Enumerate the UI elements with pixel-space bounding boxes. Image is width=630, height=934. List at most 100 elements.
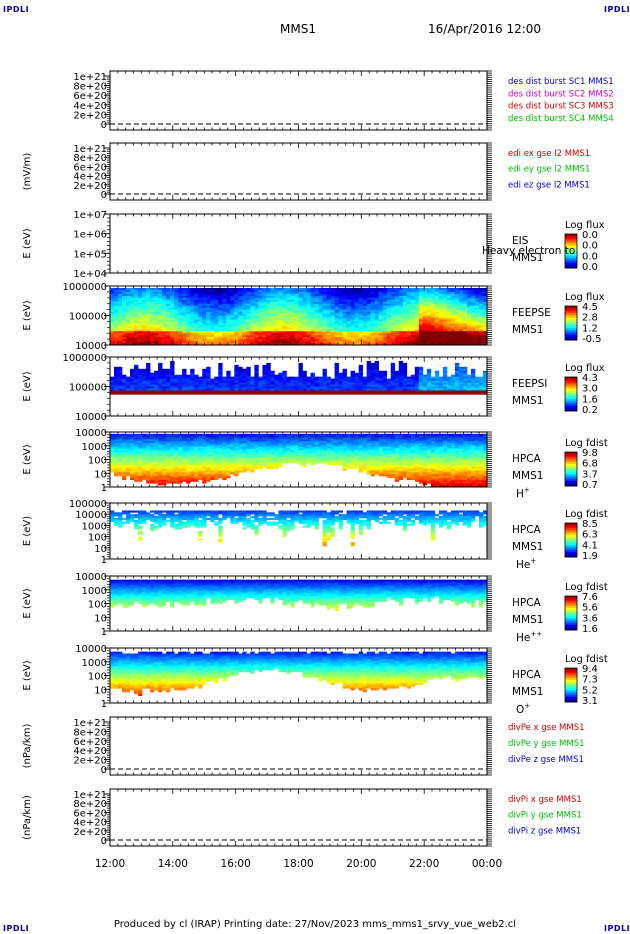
spectrogram-cell bbox=[238, 329, 243, 332]
spectrogram-cell bbox=[254, 378, 259, 381]
spectrogram-cell bbox=[206, 392, 211, 395]
spectrogram-cell bbox=[326, 307, 331, 310]
spectrogram-cell bbox=[118, 463, 123, 466]
spectrogram-cell bbox=[222, 386, 227, 389]
spectrogram-cell bbox=[158, 289, 163, 293]
spectrogram-cell bbox=[190, 303, 195, 306]
spectrogram-cell bbox=[126, 433, 131, 436]
spectrogram-cell bbox=[426, 329, 432, 332]
spectrogram-cell bbox=[378, 376, 384, 379]
spectrogram-cell bbox=[126, 435, 131, 438]
spectrogram-cell bbox=[222, 309, 227, 312]
spectrogram-cell bbox=[310, 295, 315, 299]
spectrogram-cell bbox=[482, 388, 488, 391]
spectrogram-cell bbox=[210, 311, 215, 314]
spectrogram-cell bbox=[430, 380, 436, 383]
spectrogram-cell bbox=[278, 313, 283, 316]
spectrogram-cell bbox=[266, 380, 271, 383]
spectrogram-cell bbox=[378, 339, 384, 342]
spectrogram-cell bbox=[190, 343, 195, 346]
spectrogram-cell bbox=[226, 313, 231, 316]
spectrogram-cell bbox=[158, 362, 163, 366]
spectrogram-cell bbox=[282, 374, 287, 377]
spectrogram-cell bbox=[178, 303, 183, 306]
spectrogram-cell bbox=[206, 327, 211, 330]
spectrogram-cell bbox=[342, 305, 347, 308]
spectrogram-cell bbox=[138, 455, 143, 458]
spectrogram-cell bbox=[442, 333, 448, 336]
spectrogram-cell bbox=[394, 303, 400, 306]
spectrogram-cell bbox=[442, 343, 448, 346]
spectrogram-cell bbox=[150, 465, 155, 468]
spectrogram-cell bbox=[238, 339, 243, 342]
spectrogram-cell bbox=[442, 311, 448, 314]
spectrogram-cell bbox=[302, 386, 307, 389]
spectrogram-cell bbox=[142, 448, 147, 451]
spectrogram-cell bbox=[446, 390, 452, 393]
spectrogram-cell bbox=[386, 337, 392, 340]
spectrogram-cell bbox=[150, 439, 155, 442]
spectrogram-cell bbox=[266, 384, 271, 387]
spectrogram-cell bbox=[290, 311, 295, 314]
spectrogram-cell bbox=[242, 368, 247, 372]
spectrogram-cell bbox=[242, 370, 247, 374]
spectrogram-cell bbox=[330, 341, 335, 344]
spectrogram-cell bbox=[442, 376, 448, 379]
spectrogram-cell bbox=[474, 339, 480, 342]
spectrogram-cell bbox=[350, 297, 355, 301]
spectrogram-cell bbox=[150, 446, 155, 449]
spectrogram-cell bbox=[154, 307, 159, 310]
spectrogram-cell bbox=[282, 335, 287, 338]
spectrogram-cell bbox=[338, 303, 343, 306]
spectrogram-cell bbox=[202, 337, 207, 340]
spectrogram-cell bbox=[346, 327, 351, 330]
spectrogram-cell bbox=[122, 465, 127, 468]
spectrogram-cell bbox=[318, 325, 323, 328]
spectrogram-cell bbox=[182, 372, 187, 375]
spectrogram-cell bbox=[250, 341, 255, 344]
spectrogram-cell bbox=[142, 323, 147, 326]
spectrogram-cell bbox=[454, 362, 460, 366]
spectrogram-cell bbox=[402, 372, 408, 375]
spectrogram-cell bbox=[234, 313, 239, 316]
spectrogram-cell bbox=[434, 390, 440, 393]
spectrogram-cell bbox=[334, 366, 339, 370]
spectrogram-cell bbox=[430, 341, 436, 344]
spectrogram-cell bbox=[478, 323, 484, 326]
spectrogram-cell bbox=[238, 335, 243, 338]
spectrogram-cell bbox=[438, 327, 444, 330]
spectrogram-cell bbox=[226, 311, 231, 314]
spectrogram-cell bbox=[466, 327, 472, 330]
spectrogram-cell bbox=[278, 343, 283, 346]
spectrogram-cell bbox=[158, 329, 163, 332]
spectrogram-cell bbox=[190, 382, 195, 385]
spectrogram-cell bbox=[250, 390, 255, 393]
spectrogram-cell bbox=[350, 303, 355, 306]
spectrogram-cell bbox=[294, 341, 299, 344]
spectrogram-cell bbox=[478, 378, 484, 381]
spectrogram-cell bbox=[134, 476, 139, 479]
spectrogram-cell bbox=[194, 327, 199, 330]
spectrogram-cell bbox=[382, 376, 388, 379]
spectrogram-cell bbox=[114, 299, 119, 303]
spectrogram-cell bbox=[334, 287, 339, 291]
spectrogram-cell bbox=[174, 307, 179, 310]
spectrogram-cell bbox=[218, 337, 223, 340]
spectrogram-cell bbox=[426, 311, 432, 314]
spectrogram-cell bbox=[414, 374, 420, 377]
spectrogram-cell bbox=[450, 374, 456, 377]
spectrogram-cell bbox=[406, 386, 412, 389]
spectrogram-cell bbox=[178, 297, 183, 301]
spectrogram-cell bbox=[194, 335, 199, 338]
spectrogram-cell bbox=[346, 384, 351, 387]
spectrogram-cell bbox=[338, 323, 343, 326]
spectrogram-cell bbox=[482, 299, 488, 303]
spectrogram-cell bbox=[330, 307, 335, 310]
spectrogram-cell bbox=[434, 331, 440, 334]
spectrogram-cell bbox=[238, 299, 243, 303]
spectrogram-cell bbox=[186, 323, 191, 326]
spectrogram-cell bbox=[206, 311, 211, 314]
spectrogram-cell bbox=[450, 311, 456, 314]
spectrogram-cell bbox=[386, 335, 392, 338]
spectrogram-cell bbox=[402, 333, 408, 336]
